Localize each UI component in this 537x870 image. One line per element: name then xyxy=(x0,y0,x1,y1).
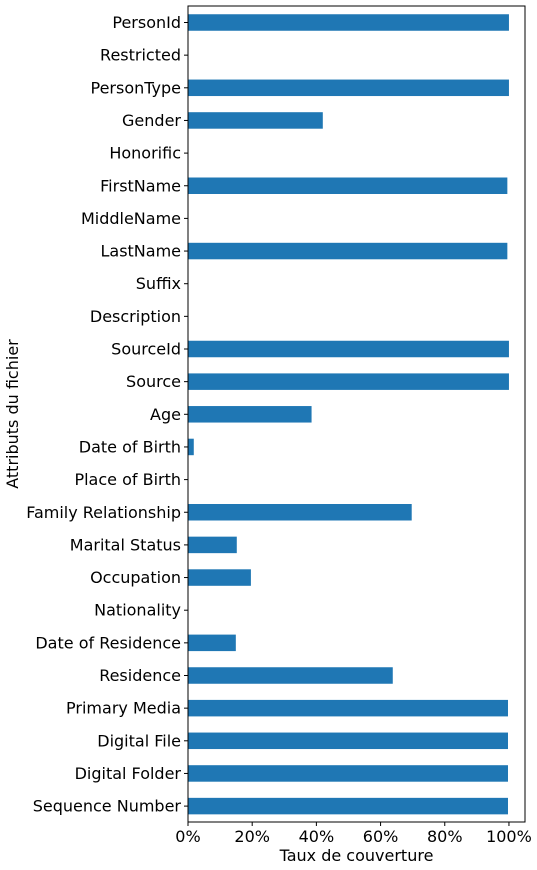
bar-digital-folder xyxy=(188,765,508,782)
y-tick-label: Nationality xyxy=(94,601,181,620)
bar-sourceid xyxy=(188,340,509,358)
y-tick-label: Date of Residence xyxy=(35,633,181,652)
y-tick-label: Date of Birth xyxy=(79,437,181,456)
bar-digital-file xyxy=(188,732,508,750)
bar-marital-status xyxy=(188,536,237,554)
bar-gender xyxy=(188,112,323,129)
y-tick-label: Place of Birth xyxy=(74,470,181,489)
bar-source xyxy=(188,373,509,390)
y-tick-label: Gender xyxy=(122,111,181,130)
bar-family-relationship xyxy=(188,504,412,521)
y-tick-label: FirstName xyxy=(100,176,181,195)
y-tick-label: LastName xyxy=(100,242,181,261)
bar-lastname xyxy=(188,242,508,260)
x-ticks-group: 0% 20% 40% 60% 80% 100% xyxy=(175,822,532,846)
bar-sequence-number xyxy=(188,797,508,815)
y-tick-label: Restricted xyxy=(100,46,181,65)
y-axis-title: Attributs du fichier xyxy=(3,339,22,489)
y-tick-label: PersonId xyxy=(112,13,181,32)
x-tick-label: 80% xyxy=(427,827,463,846)
x-tick-label: 100% xyxy=(486,827,532,846)
y-tick-label: Digital File xyxy=(97,731,181,750)
y-tick-label: Digital Folder xyxy=(75,764,182,783)
y-tick-label: PersonType xyxy=(90,78,181,97)
y-tick-label: Description xyxy=(90,307,181,326)
x-axis-title: Taux de couverture xyxy=(279,846,434,865)
category-labels-group: PersonId Restricted PersonType Gender Honori… xyxy=(26,13,188,816)
y-tick-label: Residence xyxy=(99,666,181,685)
bar-date-of-birth xyxy=(188,438,194,456)
y-tick-label: Marital Status xyxy=(70,535,181,554)
bar-persontype xyxy=(188,79,509,97)
bar-primary-media xyxy=(188,699,508,717)
y-tick-label: Sequence Number xyxy=(33,797,182,816)
y-tick-label: Age xyxy=(150,405,181,424)
x-tick-label: 60% xyxy=(363,827,399,846)
bar-occupation xyxy=(188,569,251,586)
bar-firstname xyxy=(188,177,508,194)
x-tick-label: 20% xyxy=(234,827,270,846)
x-tick-label: 40% xyxy=(299,827,335,846)
y-tick-label: MiddleName xyxy=(81,209,181,228)
y-tick-label: Primary Media xyxy=(66,699,181,718)
bars-group xyxy=(188,14,509,815)
x-tick-label: 0% xyxy=(175,827,200,846)
plot-frame xyxy=(187,5,526,823)
y-tick-label: Family Relationship xyxy=(26,503,181,522)
y-tick-label: SourceId xyxy=(111,340,181,359)
y-tick-label: Suffix xyxy=(136,274,181,293)
bar-residence xyxy=(188,667,393,684)
bar-personid xyxy=(188,14,509,31)
y-tick-label: Honorific xyxy=(109,144,181,163)
y-tick-label: Source xyxy=(126,372,181,391)
bar-age xyxy=(188,406,312,423)
y-tick-label: Occupation xyxy=(90,568,181,587)
bar-date-of-residence xyxy=(188,634,236,652)
